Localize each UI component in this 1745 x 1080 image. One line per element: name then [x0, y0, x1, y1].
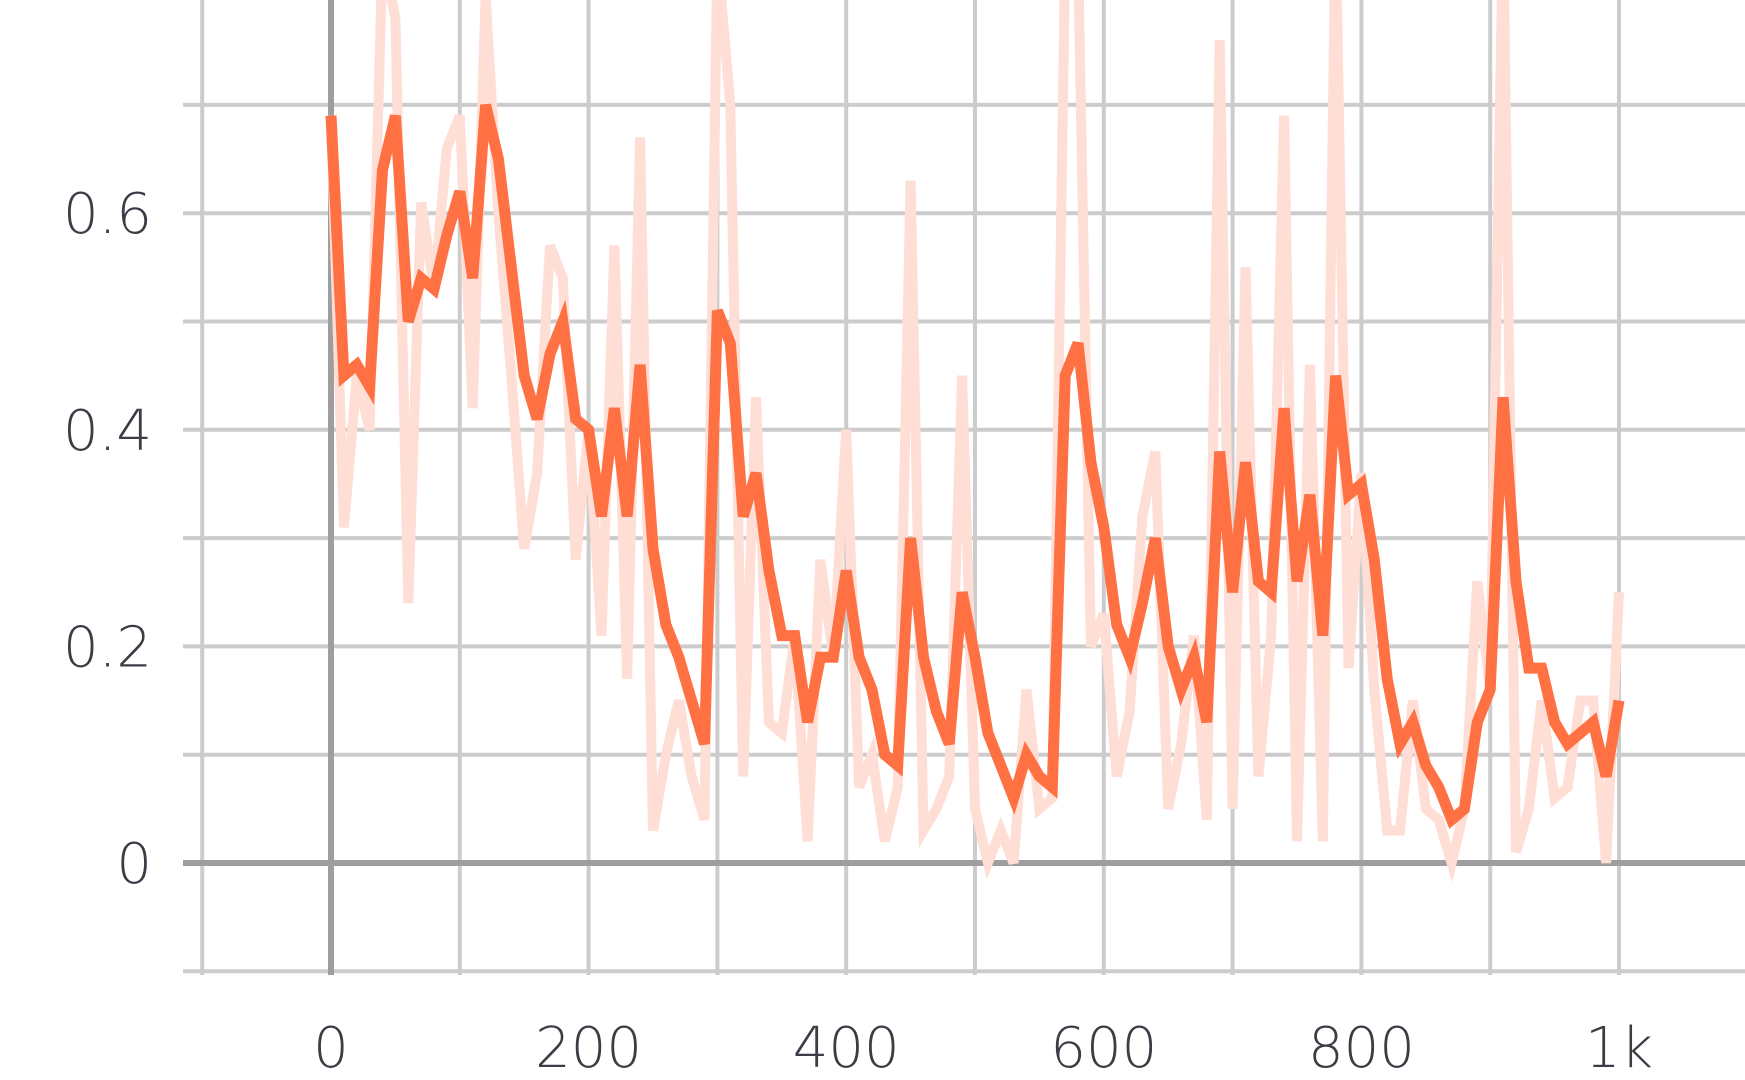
series-line-smoothed — [325, 103, 1625, 829]
y-tick-label: 0 — [116, 832, 152, 897]
x-tick-label: 400 — [793, 1016, 900, 1080]
y-tick-label: 0.4 — [63, 399, 152, 464]
x-tick-label: 200 — [535, 1016, 642, 1080]
series-smoothed — [325, 103, 1625, 829]
x-tick-label: 1k — [1585, 1016, 1653, 1080]
y-tick-label: 0.6 — [63, 182, 152, 247]
x-tick-label: 0 — [313, 1016, 349, 1080]
series-line-raw — [326, 0, 1624, 883]
series-raw — [326, 0, 1624, 883]
y-tick-label: 0.2 — [63, 615, 152, 680]
x-tick-label: 800 — [1308, 1016, 1415, 1080]
x-tick-label: 600 — [1050, 1016, 1157, 1080]
tick-labels: 0 200 400 600 800 1k 0 0.2 0.4 0.6 — [63, 182, 1653, 1080]
series-layer — [325, 0, 1625, 883]
